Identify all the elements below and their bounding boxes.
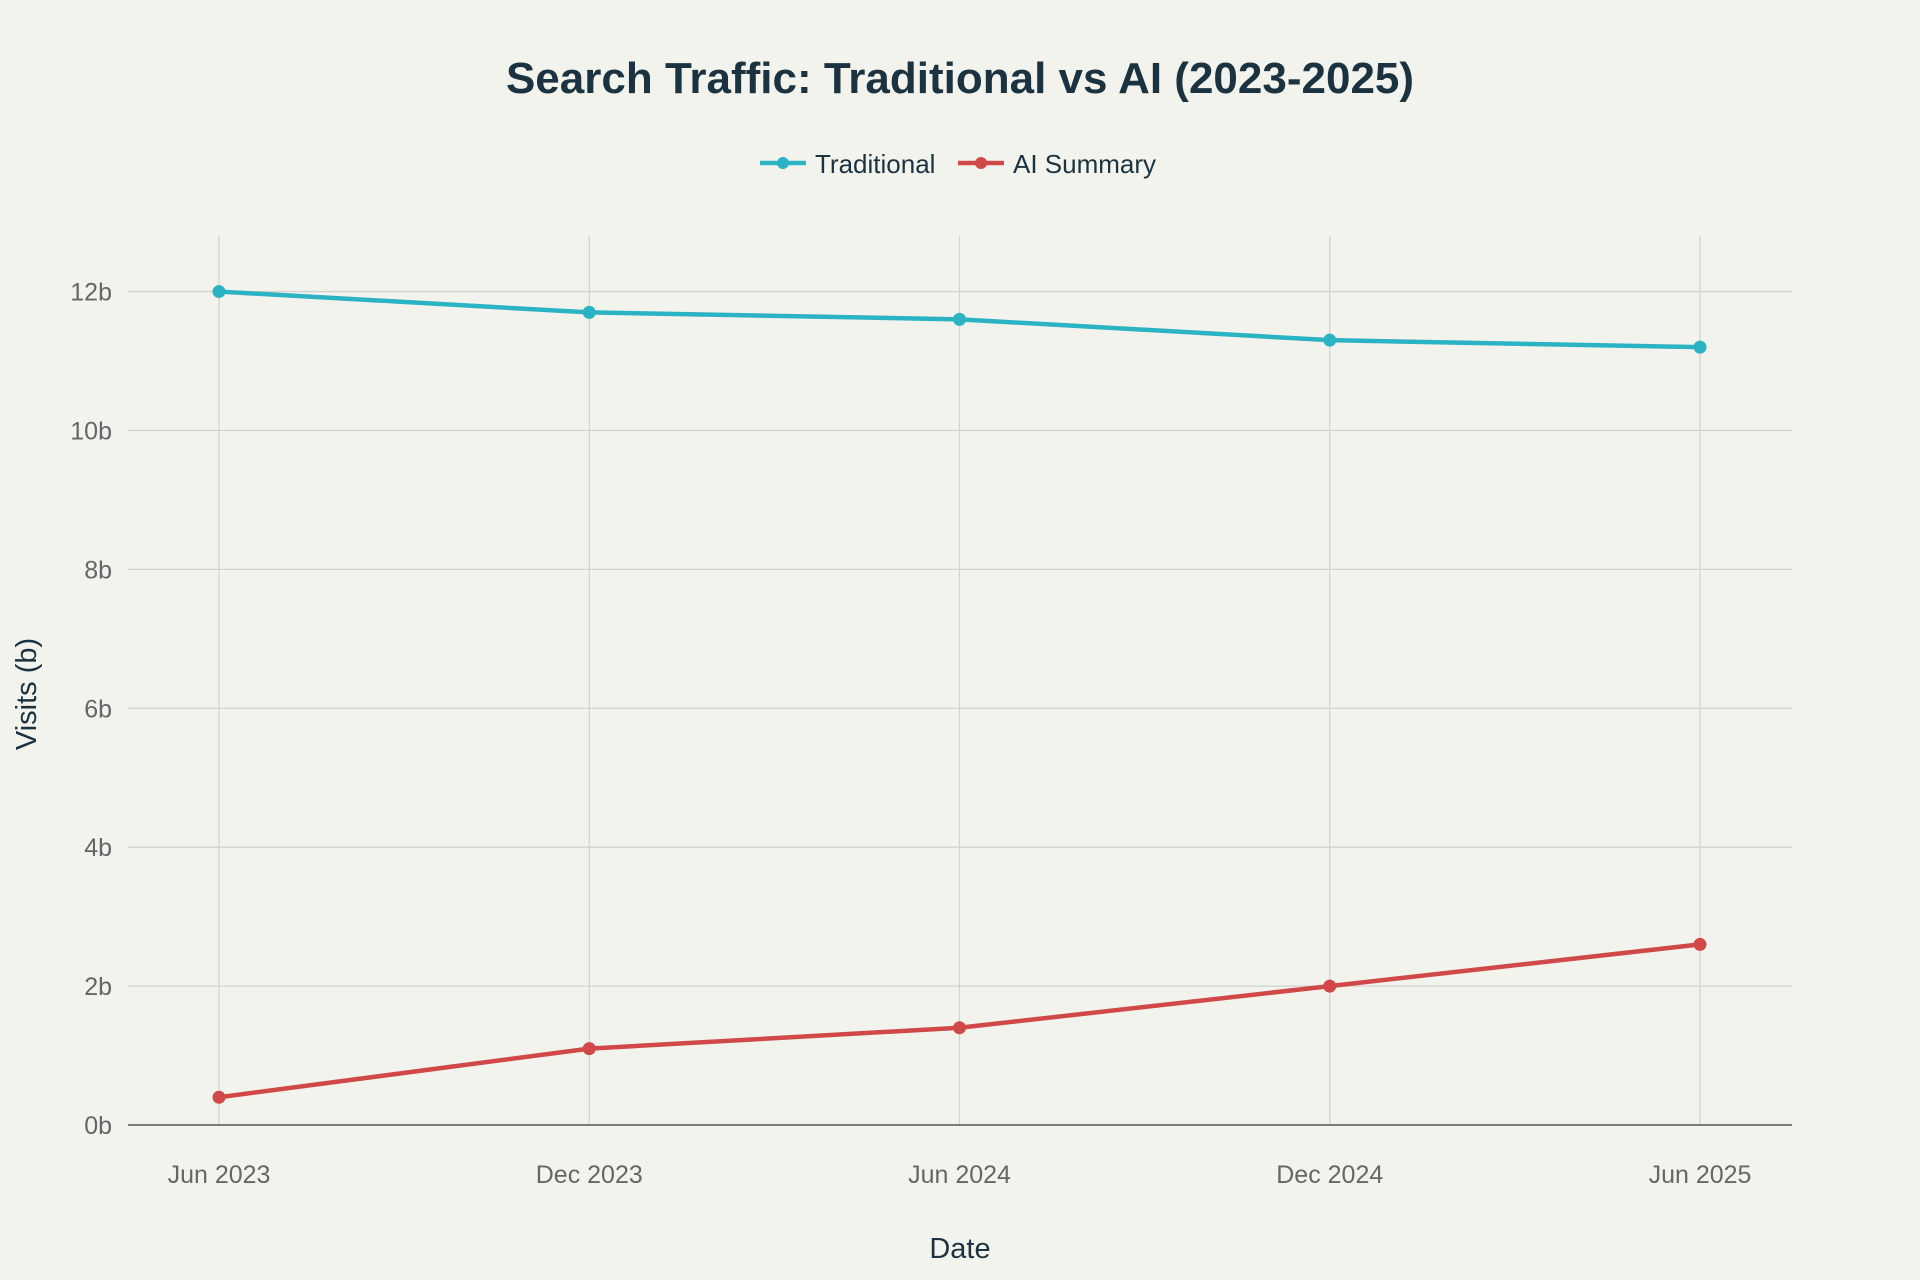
grid — [128, 236, 1792, 1126]
data-point-traditional[interactable] — [1693, 340, 1707, 354]
data-point-ai-summary[interactable] — [1693, 937, 1707, 951]
series-layer — [212, 285, 1707, 1104]
y-axis-title: Visits (b) — [11, 638, 43, 750]
tick-labels: Jun 2023 Dec 2023 Jun 2024 Dec 2024 Jun 2025… — [70, 279, 1751, 1189]
x-tick-label: Jun 2023 — [168, 1161, 271, 1189]
data-point-ai-summary[interactable] — [212, 1090, 226, 1104]
chart-title: Search Traffic: Traditional vs AI (2023-… — [506, 54, 1414, 103]
data-point-traditional[interactable] — [953, 312, 966, 326]
data-point-ai-summary[interactable] — [582, 1042, 596, 1056]
legend[interactable]: Traditional AI Summary — [760, 149, 1156, 179]
data-point-traditional[interactable] — [1323, 333, 1337, 347]
x-axis-title: Date — [929, 1233, 990, 1265]
y-tick-label: 8b — [84, 556, 112, 584]
y-tick-label: 4b — [84, 834, 112, 862]
data-point-ai-summary[interactable] — [1323, 979, 1337, 993]
y-tick-label: 0b — [84, 1112, 112, 1140]
data-point-traditional[interactable] — [582, 305, 596, 319]
x-tick-label: Dec 2024 — [1276, 1161, 1383, 1189]
legend-item-traditional[interactable]: Traditional — [760, 149, 935, 179]
y-tick-label: 6b — [84, 695, 112, 723]
legend-item-ai-summary[interactable]: AI Summary — [958, 149, 1156, 179]
x-tick-label: Jun 2024 — [908, 1161, 1011, 1189]
legend-marker-ai-summary — [975, 157, 987, 169]
y-tick-label: 12b — [70, 279, 112, 307]
legend-label-ai-summary: AI Summary — [1013, 149, 1156, 179]
x-tick-label: Jun 2025 — [1649, 1161, 1752, 1189]
legend-label-traditional: Traditional — [815, 149, 935, 179]
data-point-traditional[interactable] — [212, 285, 226, 299]
legend-marker-traditional — [777, 157, 789, 169]
y-tick-label: 10b — [70, 417, 112, 445]
y-tick-label: 2b — [84, 973, 112, 1001]
data-point-ai-summary[interactable] — [953, 1021, 966, 1035]
x-tick-label: Dec 2023 — [536, 1161, 643, 1189]
